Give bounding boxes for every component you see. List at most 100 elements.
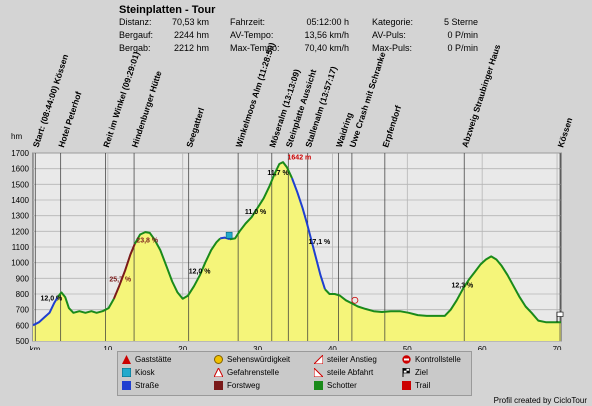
legend-label: Gefahrenstelle (227, 368, 280, 377)
stats-values-1: 70,53 km 2244 hm 2212 hm (161, 16, 209, 55)
profile-segment-schotter (56, 291, 115, 314)
stat-label: AV-Puls: (372, 30, 406, 40)
finish-flag-icon (402, 368, 411, 377)
legend-item: Gefahrenstelle (213, 366, 280, 378)
legend-item: steile Abfahrt (313, 366, 374, 378)
grade-annotation: 12,0 % (40, 295, 63, 302)
x-tick-label: 10 (103, 345, 112, 350)
x-tick-label: 40 (328, 345, 337, 350)
gravel-icon (314, 381, 323, 390)
tour-title: Steinplatten - Tour (119, 4, 216, 16)
checkpoint-icon (351, 296, 359, 304)
grade-annotation: 12,0 % (189, 269, 212, 276)
legend-label: Gaststätte (135, 355, 172, 364)
elevation-profile-chart: 500 600 700 800 900 1000 1100 1200 1300 1400 1500 1… (11, 41, 574, 350)
steep-descent-icon (313, 366, 325, 378)
kiosk-icon (121, 367, 132, 378)
legend-label: Forstweg (227, 381, 260, 390)
finish-flag-icon (556, 311, 564, 317)
stats-labels-2: Fahrzeit: AV-Tempo: Max-Tempo: (230, 16, 280, 55)
road-icon (122, 381, 131, 390)
legend-label: steiler Anstieg (327, 355, 377, 364)
legend-label: Straße (135, 381, 160, 390)
x-tick-label: km (30, 345, 41, 350)
stat-label: Distanz: (119, 17, 152, 27)
stat-value: 0 P/min (447, 30, 478, 40)
legend-label: Kiosk (135, 368, 155, 377)
stat-label: AV-Tempo: (230, 30, 274, 40)
x-tick-label: 30 (253, 345, 262, 350)
stat-value: 70,53 km (171, 17, 209, 27)
legend-label: Ziel (415, 368, 428, 377)
x-tick-label: 50 (403, 345, 412, 350)
stat-value: 2244 hm (173, 30, 209, 40)
sight-icon (214, 355, 223, 364)
checkpoint-icon (402, 355, 411, 364)
stat-label: Bergab: (119, 43, 151, 53)
grade-annotation: 25,7 % (109, 276, 132, 283)
y-tick-label: 900 (16, 274, 30, 283)
y-tick-label: 1300 (11, 212, 29, 221)
profile-segment-schotter (133, 231, 221, 300)
legend-item: Gaststätte (122, 355, 171, 364)
y-tick-label: 1500 (11, 180, 29, 189)
y-tick-label: 1200 (11, 227, 29, 236)
elevation-area (33, 162, 561, 341)
steep-ascent-icon (312, 353, 324, 365)
x-tick-label: 60 (478, 345, 487, 350)
profile-segment-strae (220, 236, 231, 241)
x-tick-label: 20 (178, 345, 187, 350)
grade-annotation: 1642 m (288, 154, 312, 161)
legend-item: Forstweg (214, 381, 260, 390)
grade-annotation: 17,1 % (308, 239, 331, 246)
legend-item: Trail (402, 381, 430, 390)
profile-segment-schotter (229, 161, 293, 241)
kiosk-icon (225, 231, 233, 239)
legend-label: steile Abfahrt (327, 368, 374, 377)
stat-value: 2212 hm (173, 43, 209, 53)
waypoint-label: Kössen (555, 116, 574, 148)
y-tick-label: 1400 (11, 196, 29, 205)
y-tick-label: 800 (16, 290, 30, 299)
stats-labels-1: Distanz: Bergauf: Bergab: (119, 16, 153, 55)
forestroad-icon (214, 381, 223, 390)
legend-label: Schotter (327, 381, 357, 390)
y-tick-label: 700 (16, 306, 30, 315)
y-tick-label: 1000 (11, 259, 29, 268)
stat-value: 05:12:00 h (306, 17, 349, 27)
grade-annotation: 23,8 % (136, 237, 159, 244)
grade-annotation: 11,0 % (245, 209, 267, 216)
waypoint-label: Erpfendorf (380, 104, 403, 149)
stat-value: 70,40 km/h (304, 43, 349, 53)
legend-item: steiler Anstieg (312, 353, 377, 365)
danger-icon (213, 366, 224, 378)
gaststaette-icon (122, 355, 131, 364)
y-tick-label: 600 (16, 321, 30, 330)
stat-value: 0 P/min (447, 43, 478, 53)
trail-icon (402, 381, 411, 390)
stats-labels-3: Kategorie: AV-Puls: Max-Puls: (372, 16, 413, 55)
stats-values-2: 05:12:00 h 13,56 km/h 70,40 km/h (298, 16, 349, 55)
stat-label: Max-Puls: (372, 43, 413, 53)
stat-value: 5 Sterne (443, 17, 478, 27)
stats-values-3: 5 Sterne 0 P/min 0 P/min (430, 16, 478, 55)
y-axis-unit-label: hm (11, 132, 22, 141)
y-tick-label: 500 (16, 337, 30, 346)
profile-segment-schotter (324, 255, 561, 324)
x-tick-label: 70 (553, 345, 562, 350)
stat-value: 13,56 km/h (304, 30, 349, 40)
legend: Gaststätte Kiosk Straße Sehenswürdigkeit… (117, 351, 472, 396)
y-tick-label: 1100 (12, 243, 30, 252)
legend-label: Trail (415, 381, 431, 390)
profile-segment-forstweg (112, 243, 136, 300)
grade-annotation: 12,3 % (451, 283, 474, 290)
profile-segment-strae (32, 296, 59, 327)
credit-text: Profil created by CicloTour (493, 396, 587, 405)
grade-annotation: 11,7 % (267, 170, 289, 177)
waypoint-label: Seegatterl (184, 106, 206, 148)
waypoint-label: Abzweig Straubinger Haus (460, 43, 503, 149)
stat-label: Bergauf: (119, 30, 154, 40)
legend-label: Sehenswürdigkeit (227, 355, 291, 364)
legend-item: Ziel (402, 368, 428, 377)
legend-label: Kontrollstelle (415, 355, 461, 364)
